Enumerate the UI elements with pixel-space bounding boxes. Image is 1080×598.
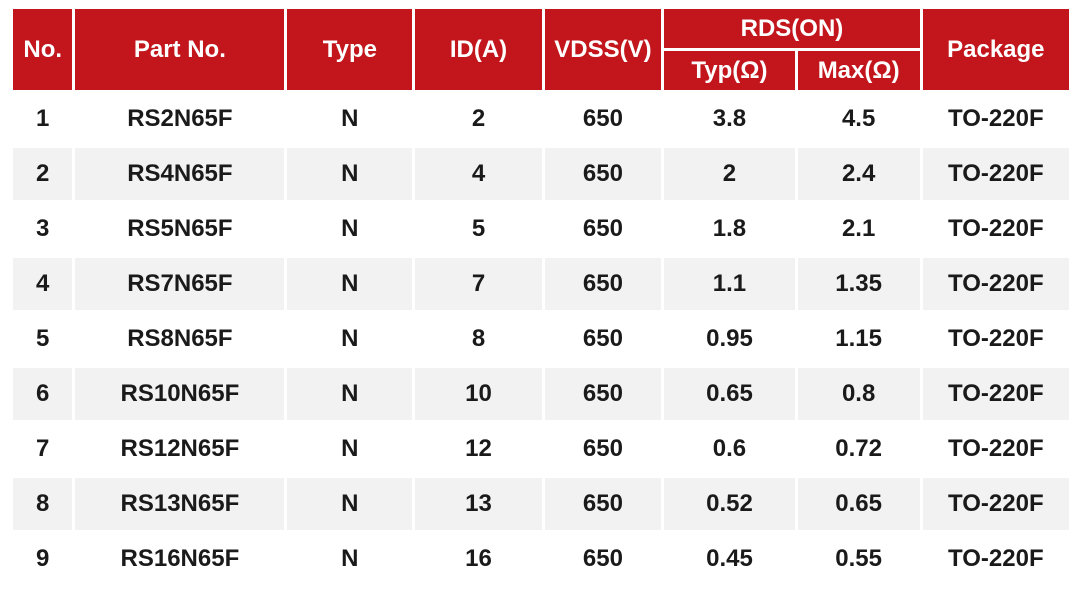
cell-package: TO-220F xyxy=(919,365,1073,423)
table-row: 7 RS12N65F N 12 650 0.6 0.72 TO-220F xyxy=(9,420,1073,478)
cell-rds-max: 0.8 xyxy=(794,365,923,423)
cell-no: 6 xyxy=(9,365,76,423)
cell-part-no: RS16N65F xyxy=(72,530,288,588)
col-header-type: Type xyxy=(284,6,416,93)
cell-no: 8 xyxy=(9,475,76,533)
cell-no: 1 xyxy=(9,90,76,148)
cell-package: TO-220F xyxy=(919,200,1073,258)
cell-rds-typ: 0.6 xyxy=(661,420,798,478)
cell-rds-typ: 3.8 xyxy=(661,90,798,148)
cell-package: TO-220F xyxy=(919,310,1073,368)
cell-vdss: 650 xyxy=(541,310,665,368)
cell-type: N xyxy=(284,530,416,588)
cell-type: N xyxy=(284,145,416,203)
cell-id-a: 16 xyxy=(412,530,545,588)
cell-package: TO-220F xyxy=(919,530,1073,588)
cell-no: 3 xyxy=(9,200,76,258)
cell-id-a: 10 xyxy=(412,365,545,423)
cell-rds-typ: 0.65 xyxy=(661,365,798,423)
cell-rds-typ: 2 xyxy=(661,145,798,203)
cell-type: N xyxy=(284,200,416,258)
mosfet-spec-table: No. Part No. Type ID(A) VDSS(V) RDS(ON) … xyxy=(9,6,1073,588)
cell-type: N xyxy=(284,475,416,533)
cell-rds-max: 0.55 xyxy=(794,530,923,588)
table-body: 1 RS2N65F N 2 650 3.8 4.5 TO-220F 2 RS4N… xyxy=(9,90,1073,588)
cell-type: N xyxy=(284,365,416,423)
table-row: 3 RS5N65F N 5 650 1.8 2.1 TO-220F xyxy=(9,200,1073,258)
cell-package: TO-220F xyxy=(919,255,1073,313)
cell-id-a: 12 xyxy=(412,420,545,478)
cell-package: TO-220F xyxy=(919,145,1073,203)
table-row: 8 RS13N65F N 13 650 0.52 0.65 TO-220F xyxy=(9,475,1073,533)
col-header-id-a: ID(A) xyxy=(412,6,545,93)
col-header-rds-typ: Typ(Ω) xyxy=(661,48,798,93)
cell-no: 7 xyxy=(9,420,76,478)
table-row: 2 RS4N65F N 4 650 2 2.4 TO-220F xyxy=(9,145,1073,203)
cell-type: N xyxy=(284,255,416,313)
cell-vdss: 650 xyxy=(541,200,665,258)
cell-vdss: 650 xyxy=(541,90,665,148)
header-row-top: No. Part No. Type ID(A) VDSS(V) RDS(ON) … xyxy=(9,6,1073,93)
table-row: 9 RS16N65F N 16 650 0.45 0.55 TO-220F xyxy=(9,530,1073,588)
cell-id-a: 5 xyxy=(412,200,545,258)
cell-package: TO-220F xyxy=(919,475,1073,533)
cell-vdss: 650 xyxy=(541,420,665,478)
cell-no: 9 xyxy=(9,530,76,588)
table-header: No. Part No. Type ID(A) VDSS(V) RDS(ON) … xyxy=(9,6,1073,93)
cell-vdss: 650 xyxy=(541,145,665,203)
col-header-no: No. xyxy=(9,6,76,93)
cell-rds-typ: 0.52 xyxy=(661,475,798,533)
cell-package: TO-220F xyxy=(919,420,1073,478)
cell-vdss: 650 xyxy=(541,365,665,423)
cell-part-no: RS13N65F xyxy=(72,475,288,533)
table-row: 4 RS7N65F N 7 650 1.1 1.35 TO-220F xyxy=(9,255,1073,313)
cell-id-a: 13 xyxy=(412,475,545,533)
cell-rds-max: 0.65 xyxy=(794,475,923,533)
col-header-part-no: Part No. xyxy=(72,6,288,93)
cell-part-no: RS2N65F xyxy=(72,90,288,148)
cell-rds-typ: 0.95 xyxy=(661,310,798,368)
col-header-rds-on: RDS(ON) xyxy=(661,6,923,51)
cell-id-a: 7 xyxy=(412,255,545,313)
cell-rds-max: 2.1 xyxy=(794,200,923,258)
cell-rds-max: 1.15 xyxy=(794,310,923,368)
header-row-sub: Typ(Ω) Max(Ω) xyxy=(12,48,1071,93)
col-header-vdss: VDSS(V) xyxy=(541,6,665,93)
col-header-package: Package xyxy=(919,6,1073,93)
cell-part-no: RS12N65F xyxy=(72,420,288,478)
cell-id-a: 8 xyxy=(412,310,545,368)
cell-vdss: 650 xyxy=(541,475,665,533)
cell-rds-typ: 1.8 xyxy=(661,200,798,258)
cell-type: N xyxy=(284,420,416,478)
cell-rds-max: 0.72 xyxy=(794,420,923,478)
cell-vdss: 650 xyxy=(541,255,665,313)
cell-vdss: 650 xyxy=(541,530,665,588)
cell-type: N xyxy=(284,310,416,368)
cell-no: 4 xyxy=(9,255,76,313)
cell-id-a: 4 xyxy=(412,145,545,203)
cell-rds-typ: 0.45 xyxy=(661,530,798,588)
table-row: 5 RS8N65F N 8 650 0.95 1.15 TO-220F xyxy=(9,310,1073,368)
cell-part-no: RS4N65F xyxy=(72,145,288,203)
col-header-rds-max: Max(Ω) xyxy=(794,48,923,93)
cell-rds-max: 4.5 xyxy=(794,90,923,148)
cell-part-no: RS8N65F xyxy=(72,310,288,368)
cell-part-no: RS5N65F xyxy=(72,200,288,258)
cell-no: 2 xyxy=(9,145,76,203)
cell-part-no: RS7N65F xyxy=(72,255,288,313)
cell-part-no: RS10N65F xyxy=(72,365,288,423)
cell-rds-max: 1.35 xyxy=(794,255,923,313)
cell-id-a: 2 xyxy=(412,90,545,148)
cell-package: TO-220F xyxy=(919,90,1073,148)
cell-rds-max: 2.4 xyxy=(794,145,923,203)
cell-type: N xyxy=(284,90,416,148)
cell-rds-typ: 1.1 xyxy=(661,255,798,313)
table-row: 1 RS2N65F N 2 650 3.8 4.5 TO-220F xyxy=(9,90,1073,148)
table-row: 6 RS10N65F N 10 650 0.65 0.8 TO-220F xyxy=(9,365,1073,423)
cell-no: 5 xyxy=(9,310,76,368)
